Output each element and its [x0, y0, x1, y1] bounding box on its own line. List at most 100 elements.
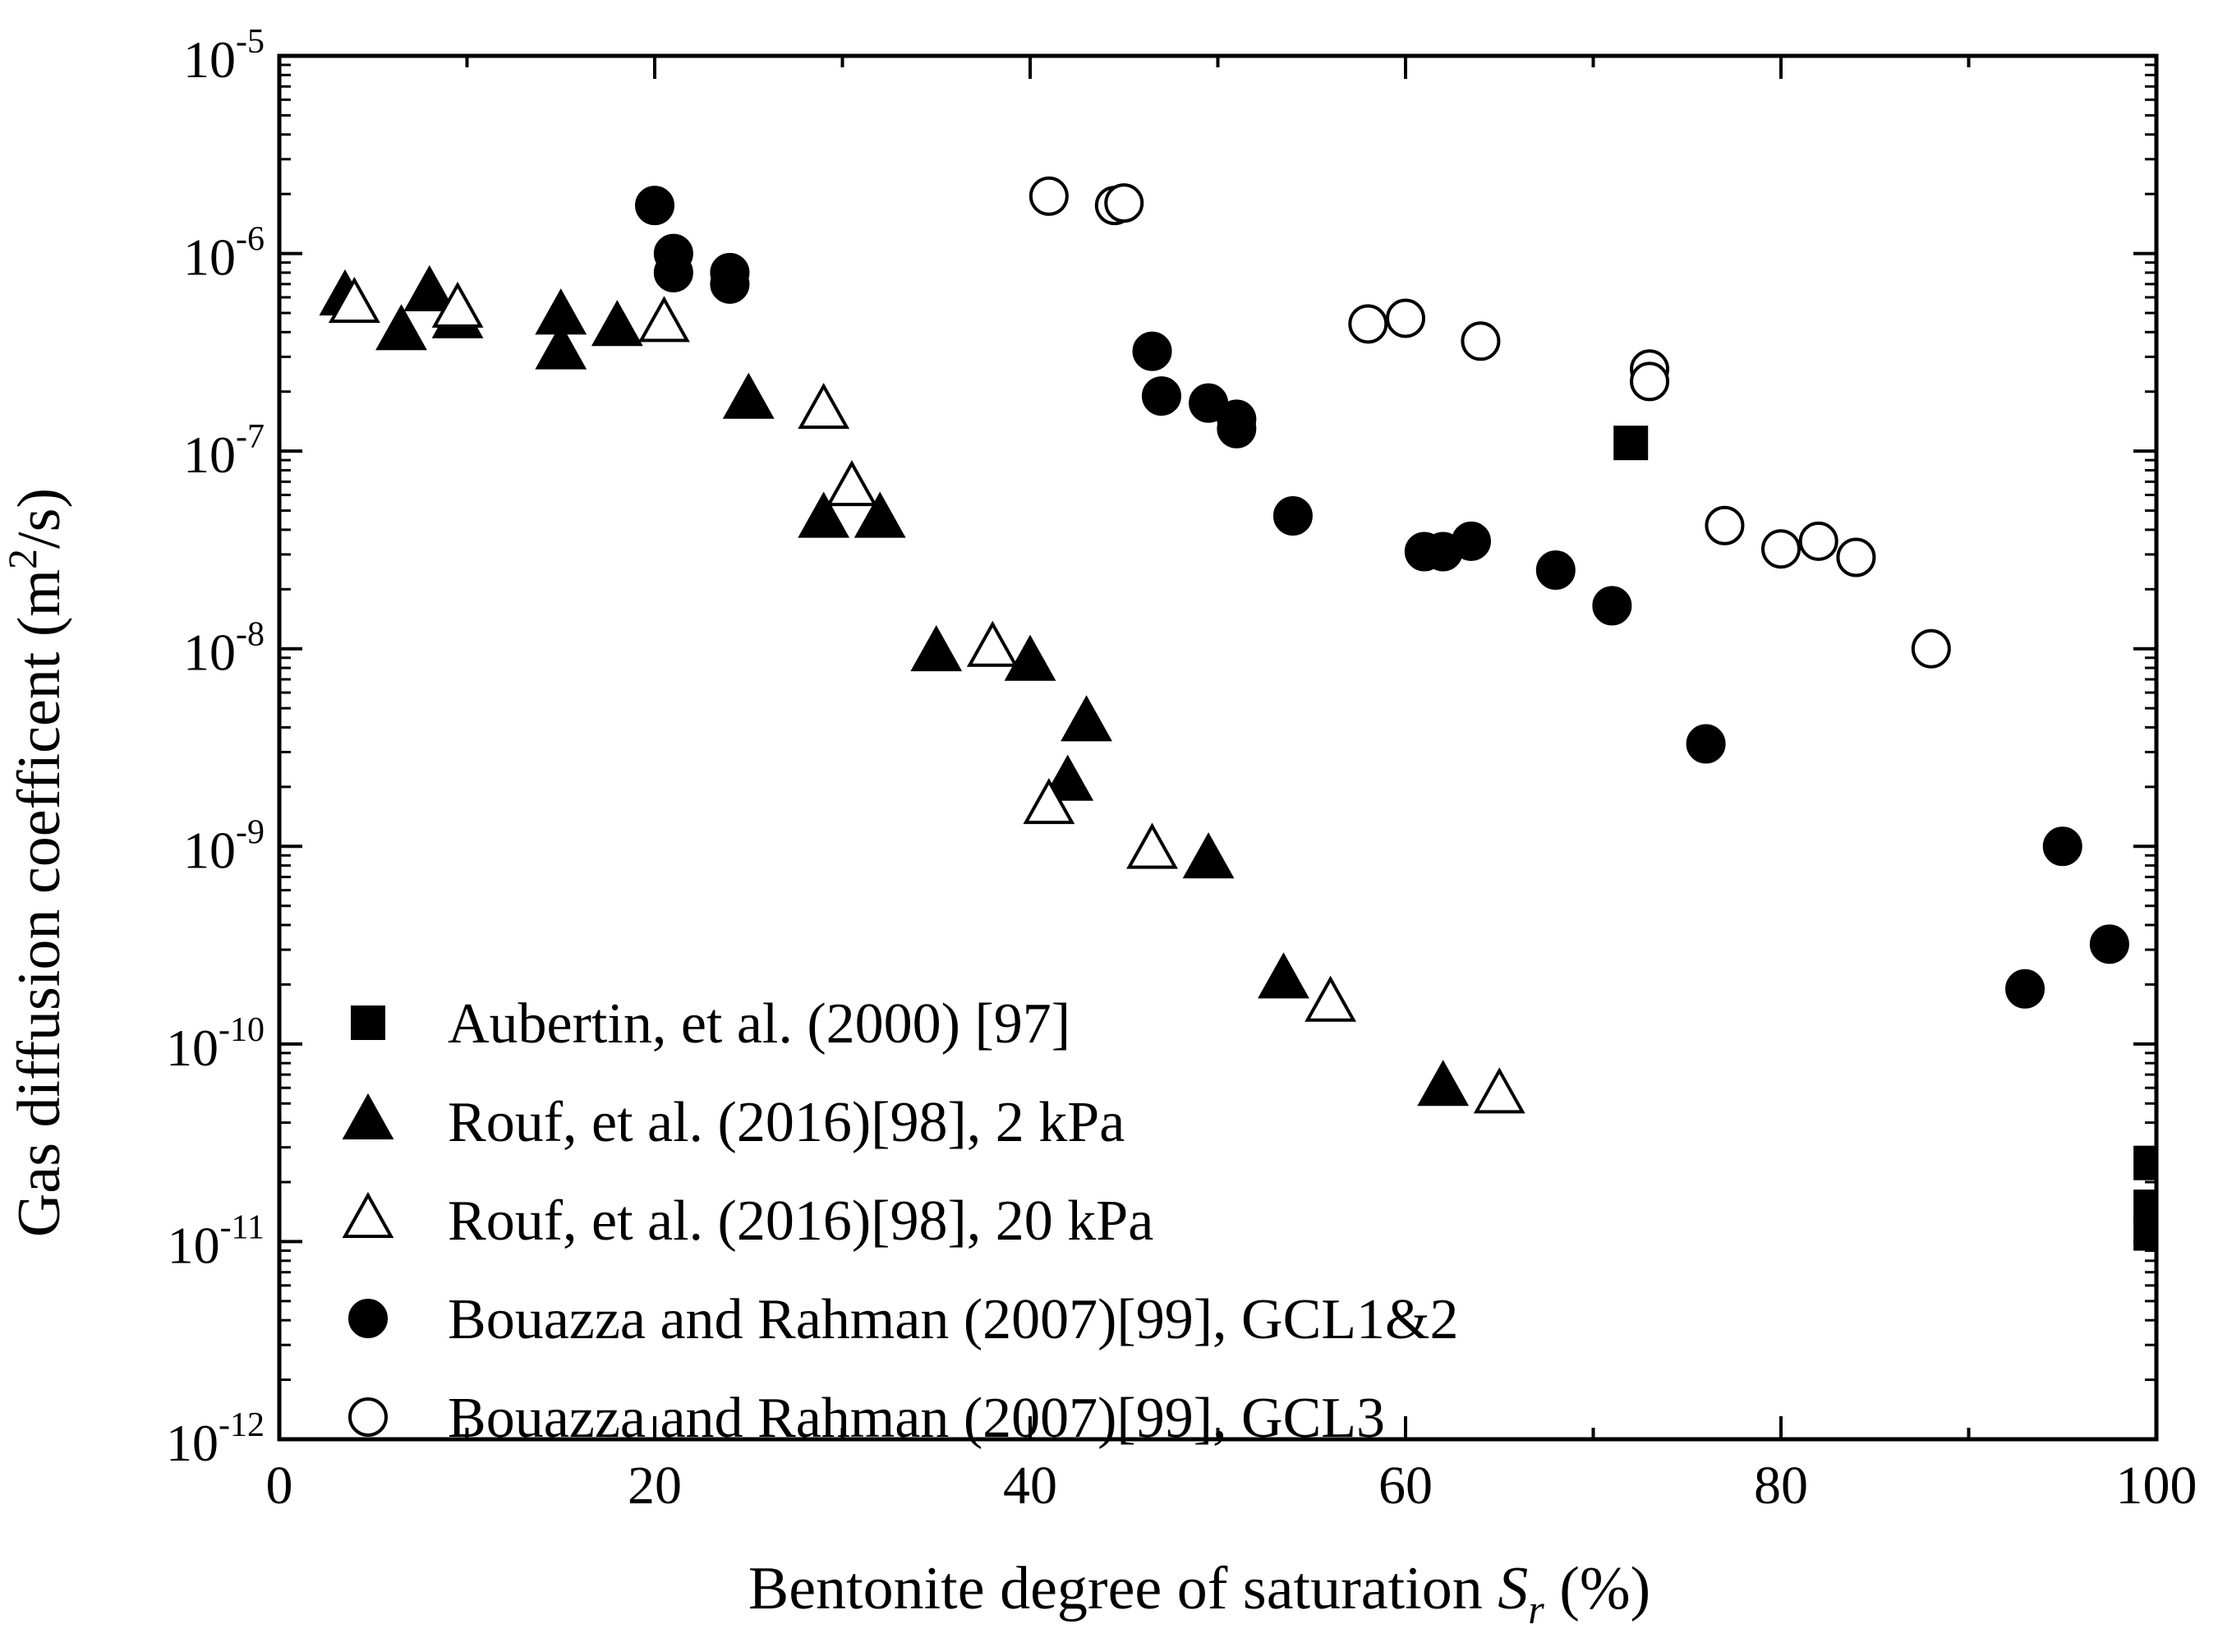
data-point: [1217, 408, 1257, 449]
y-tick-label: 10-5: [183, 23, 265, 89]
legend-entry: Bouazza and Rahman (2007)[99], GCL1&2: [348, 1288, 1459, 1351]
data-point: [403, 265, 456, 311]
data-point: [653, 252, 693, 292]
x-tick-label: 60: [1378, 1456, 1433, 1516]
data-point: [1630, 361, 1670, 402]
minor-ticks: [279, 63, 2156, 1382]
legend-entry: Rouf, et al. (2016)[98], 2 kPa: [342, 1091, 1125, 1154]
x-axis-label-text: Bentonite degree of saturation: [748, 1555, 1483, 1622]
data-point: [1461, 321, 1501, 361]
data-point: [431, 281, 484, 328]
y-axis-label: Gas diffusion coefficent (m2/s): [0, 488, 73, 1237]
y-tick-label: 10-11: [168, 1208, 265, 1274]
data-point: [1348, 304, 1388, 344]
data-point: [1042, 754, 1094, 801]
x-axis-label-symbol: S: [1498, 1555, 1528, 1622]
data-point: [1182, 832, 1235, 879]
data-point: [1613, 426, 1649, 461]
y-tick-label: 10-12: [166, 1406, 265, 1472]
data-point: [910, 624, 963, 672]
data-point: [722, 372, 775, 419]
y-tick-labels: 10-12 10-11 10-10 10-9 10-8 10-7 10-6 10-5: [166, 23, 265, 1472]
data-point: [1473, 1067, 1525, 1114]
data-point: [826, 460, 878, 507]
data-point: [635, 186, 674, 226]
legend-label: Rouf, et al. (2016)[98], 20 kPa: [448, 1190, 1153, 1253]
data-point: [1028, 176, 1069, 216]
legend-marker: [348, 1299, 388, 1338]
data-point: [638, 296, 690, 343]
x-tick-label: 40: [1003, 1456, 1057, 1516]
data-points: [319, 176, 2156, 1251]
data-point: [1911, 628, 1951, 669]
data-point: [1417, 1060, 1470, 1107]
data-point: [798, 491, 850, 538]
series-2: [319, 265, 1470, 1107]
legend-label: Aubertin, et al. (2000) [97]: [448, 992, 1070, 1056]
y-tick-label: 10-10: [166, 1011, 265, 1077]
legend-marker: [342, 1093, 394, 1139]
y-tick-label: 10-9: [183, 813, 265, 879]
data-point: [1592, 586, 1632, 626]
x-tick-label: 100: [2116, 1456, 2197, 1516]
legend-label: Bouazza and Rahman (2007)[99], GCL3: [448, 1387, 1385, 1450]
data-point: [2042, 826, 2082, 867]
series-1: [1613, 426, 2156, 1251]
data-point: [1686, 724, 1726, 764]
data-point: [1126, 822, 1178, 869]
series-5: [1028, 176, 1951, 669]
legend-entry: Rouf, et al. (2016)[98], 20 kPa: [342, 1190, 1153, 1253]
data-point: [1761, 529, 1801, 569]
data-point: [1104, 183, 1144, 223]
data-point: [1272, 496, 1313, 536]
x-tick-label: 0: [266, 1456, 293, 1516]
x-axis-label-subscript: r: [1528, 1586, 1544, 1632]
data-point: [1798, 521, 1838, 561]
y-tick-label: 10-6: [183, 221, 265, 287]
data-point: [1836, 537, 1876, 578]
data-point: [1023, 778, 1075, 825]
data-point: [591, 300, 643, 347]
data-point: [1705, 505, 1745, 545]
legend-label: Bouazza and Rahman (2007)[99], GCL1&2: [448, 1288, 1459, 1351]
data-point: [2133, 1216, 2156, 1251]
plot-area-border: [277, 53, 2159, 1442]
data-point: [854, 491, 906, 538]
y-axis-label-tail: /s): [6, 488, 73, 549]
legend: Aubertin, et al. (2000) [97] Rouf, et al.…: [342, 992, 1459, 1450]
series-4: [635, 186, 2129, 1009]
data-point: [535, 323, 587, 370]
x-tick-labels: 0 20 40 60 80 100: [266, 1456, 2197, 1516]
legend-marker: [351, 1005, 385, 1040]
y-axis-label-sup: 2: [0, 549, 45, 569]
data-point: [1004, 634, 1056, 681]
x-tick-label: 80: [1754, 1456, 1808, 1516]
plot-frame: [277, 53, 2159, 1442]
data-point: [966, 620, 1019, 667]
data-point: [2089, 924, 2129, 964]
data-point: [2005, 969, 2045, 1009]
y-tick-label: 10-8: [183, 616, 265, 682]
legend-entry: Bouazza and Rahman (2007)[99], GCL3: [348, 1387, 1385, 1450]
data-point: [2133, 1145, 2156, 1180]
data-point: [1132, 331, 1172, 371]
legend-marker: [348, 1397, 388, 1437]
legend-entry: Aubertin, et al. (2000) [97]: [351, 992, 1070, 1056]
data-point: [328, 276, 380, 324]
data-point: [1386, 298, 1425, 338]
data-point: [710, 264, 750, 304]
x-axis-label-unit: (%): [1559, 1555, 1650, 1622]
legend-marker: [342, 1191, 394, 1238]
data-point: [1061, 695, 1112, 742]
data-point: [1141, 376, 1181, 416]
y-axis-label-text: Gas diffusion coefficent (m: [6, 569, 73, 1237]
series-3: [328, 276, 1525, 1114]
data-point: [1258, 952, 1309, 999]
x-axis-label: Bentonite degree of saturation Sr (%): [748, 1555, 1650, 1632]
data-point: [1305, 975, 1357, 1022]
data-point: [1451, 521, 1491, 561]
y-tick-label: 10-7: [183, 418, 265, 484]
data-point: [1535, 550, 1576, 590]
legend-label: Rouf, et al. (2016)[98], 2 kPa: [448, 1091, 1125, 1154]
